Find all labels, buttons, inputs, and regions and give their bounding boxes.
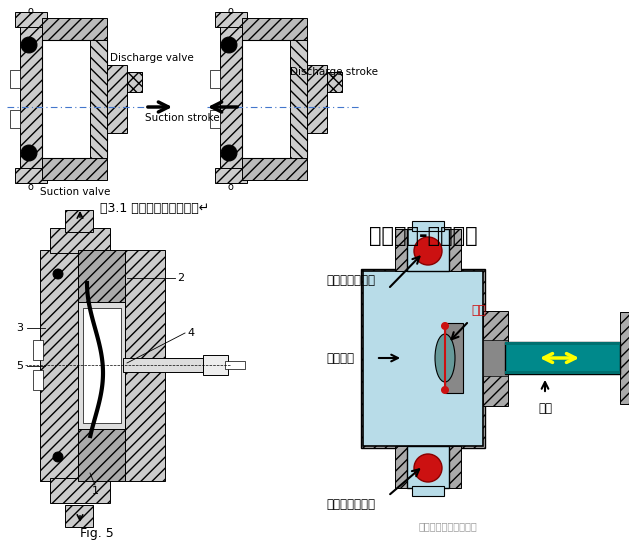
Bar (407, 229, 449, 271)
Bar (363, 271, 483, 446)
Text: o: o (27, 182, 33, 192)
Bar (361, 269, 485, 448)
Bar (65, 505, 93, 527)
Bar (42, 158, 107, 180)
Bar (50, 478, 110, 503)
Bar (242, 40, 307, 158)
Bar (78, 302, 125, 429)
Bar (78, 429, 125, 481)
Text: 工艺物料: 工艺物料 (326, 351, 354, 364)
Text: o: o (27, 6, 33, 16)
Bar (203, 355, 228, 375)
Text: 山西省水处理行业协会: 山西省水处理行业协会 (419, 521, 477, 531)
Bar (412, 221, 444, 231)
Bar (33, 340, 43, 360)
Bar (445, 323, 463, 393)
Circle shape (21, 145, 37, 161)
Text: 2: 2 (177, 273, 184, 283)
Bar (42, 18, 107, 40)
Bar (407, 446, 449, 488)
Bar (412, 486, 444, 496)
Bar (107, 65, 127, 133)
Bar (290, 40, 307, 158)
Circle shape (414, 454, 442, 482)
Text: 出口单向止回阀: 出口单向止回阀 (326, 275, 375, 287)
Bar (215, 12, 247, 27)
Bar (210, 110, 220, 128)
Bar (10, 70, 20, 88)
Text: 隔膜: 隔膜 (471, 305, 486, 318)
Text: Discharge valve: Discharge valve (110, 53, 194, 63)
Bar (83, 308, 121, 423)
Bar (127, 72, 142, 92)
Bar (15, 12, 47, 27)
Circle shape (53, 452, 63, 462)
Circle shape (221, 145, 237, 161)
Bar (620, 312, 629, 404)
Bar (225, 361, 245, 369)
Text: 柱塞: 柱塞 (538, 403, 552, 416)
Text: 4: 4 (187, 328, 194, 338)
Bar (125, 250, 165, 481)
Text: Suction stroke: Suction stroke (145, 113, 220, 123)
Bar (449, 229, 461, 271)
Bar (33, 370, 43, 390)
Bar (242, 18, 307, 40)
Bar (10, 110, 20, 128)
Bar (42, 40, 107, 158)
Bar (395, 446, 407, 488)
Bar (123, 358, 203, 372)
Text: Suction valve: Suction valve (40, 187, 110, 197)
Text: 入口单向止回阀: 入口单向止回阀 (326, 498, 375, 510)
Bar (215, 168, 247, 183)
Bar (483, 311, 508, 406)
Text: 图3.1 计量泵的吸入与排出↵: 图3.1 计量泵的吸入与排出↵ (100, 201, 209, 214)
Circle shape (442, 323, 448, 330)
Bar (40, 250, 78, 481)
Bar (78, 250, 125, 302)
Bar (127, 72, 142, 92)
Bar (307, 65, 327, 133)
Bar (449, 446, 461, 488)
Circle shape (414, 237, 442, 265)
Bar (210, 70, 220, 88)
Bar (395, 229, 407, 271)
Bar (15, 168, 47, 183)
Bar (505, 342, 620, 345)
Bar (327, 72, 342, 92)
Bar (505, 371, 620, 374)
Text: 工作原理-泵头部分: 工作原理-泵头部分 (369, 226, 477, 246)
Text: 5: 5 (16, 361, 23, 371)
Text: o: o (227, 182, 233, 192)
Bar (65, 210, 93, 232)
Ellipse shape (435, 334, 455, 382)
Circle shape (21, 37, 37, 53)
Bar (327, 72, 342, 92)
Bar (483, 340, 508, 376)
Text: Fig. 5: Fig. 5 (80, 527, 114, 540)
Circle shape (53, 269, 63, 279)
Circle shape (221, 37, 237, 53)
Circle shape (442, 386, 448, 393)
Bar (220, 15, 242, 183)
Bar (90, 40, 107, 158)
Bar (242, 158, 307, 180)
Bar (505, 342, 620, 374)
Text: 1: 1 (91, 486, 99, 496)
Text: o: o (227, 6, 233, 16)
Text: Discharge stroke: Discharge stroke (290, 67, 378, 77)
Text: 3: 3 (16, 323, 23, 333)
Bar (50, 228, 110, 253)
Bar (20, 15, 42, 183)
